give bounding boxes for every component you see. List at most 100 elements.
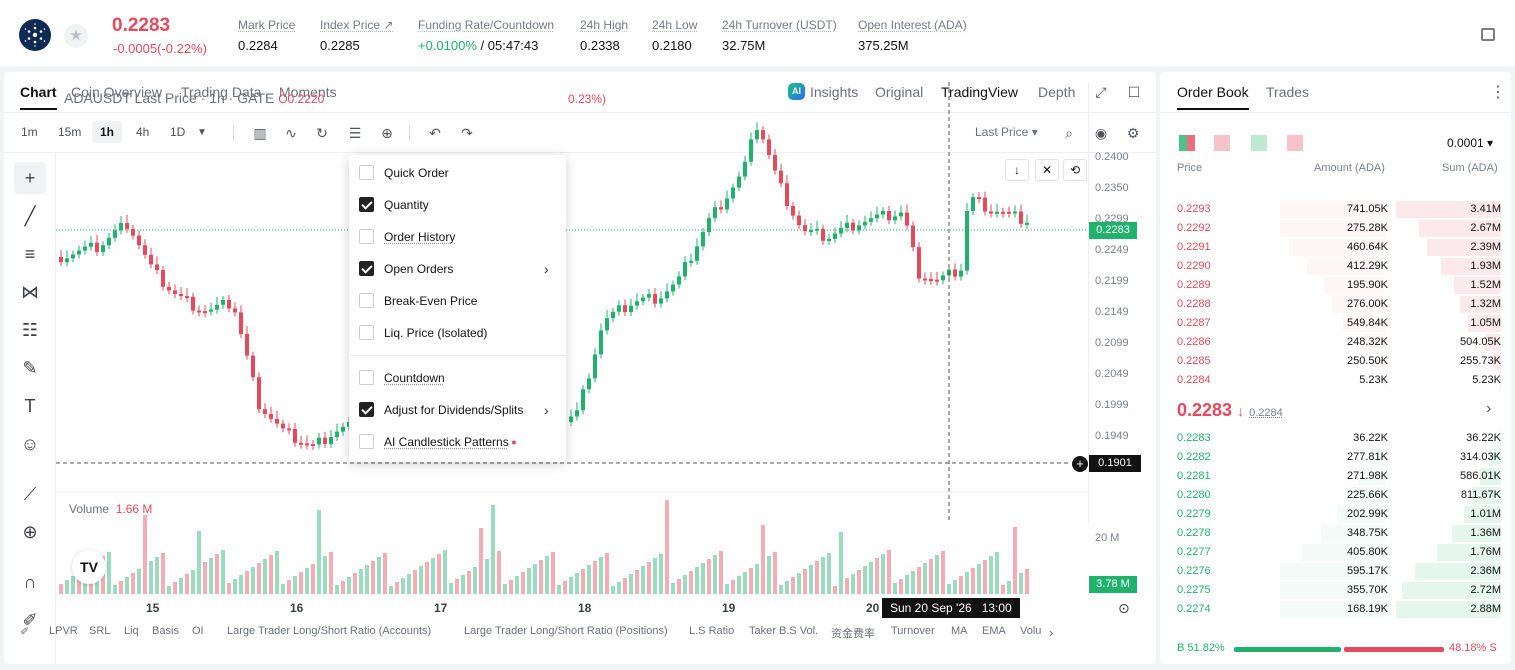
ask-row[interactable]: 0.2289 195.90K 1.52M	[1160, 276, 1511, 295]
view-both-icon[interactable]	[1179, 135, 1195, 151]
view-bids-icon[interactable]	[1251, 135, 1267, 151]
zoom-in-icon[interactable]: ⊕	[22, 522, 38, 542]
undo-icon[interactable]: ↶	[429, 125, 441, 141]
tab-trades[interactable]: Trades	[1266, 84, 1310, 100]
timeframe-15m[interactable]: 15m	[58, 125, 82, 139]
candle-type-icon[interactable]: ▥	[253, 125, 267, 141]
ask-row[interactable]: 0.2292 275.28K 2.67M	[1160, 219, 1511, 238]
checkbox[interactable]	[359, 325, 374, 341]
timeframe-1m[interactable]: 1m	[21, 125, 38, 139]
ask-row[interactable]: 0.2284 5.23K 5.23K	[1160, 371, 1511, 390]
fib-icon[interactable]: ☷	[21, 320, 39, 340]
list-icon[interactable]: ☰	[348, 125, 362, 141]
bid-row[interactable]: 0.2281 271.98K 586.01K	[1160, 467, 1511, 486]
timeframe-dropdown-icon[interactable]: ▼	[197, 127, 207, 138]
chevron-right-icon[interactable]: ›	[1486, 400, 1492, 417]
more-icon[interactable]: ⋮	[1490, 84, 1506, 101]
checkbox[interactable]	[359, 229, 374, 245]
timeframe-1d[interactable]: 1D	[170, 125, 186, 139]
bid-row[interactable]: 0.2278 348.75K 1.36M	[1160, 524, 1511, 543]
pattern-icon[interactable]: ⋈	[21, 282, 39, 302]
tab-insights[interactable]: Insights	[810, 84, 859, 100]
menu-item-adjust-dividends[interactable]: Adjust for Dividends/Splits ›	[359, 400, 556, 420]
link-icon[interactable]: ✐	[20, 626, 30, 638]
search-icon[interactable]: ⌕	[1065, 125, 1073, 141]
indicator-lsr-positions[interactable]: Large Trader Long/Short Ratio (Positions…	[464, 625, 668, 637]
checkbox[interactable]	[359, 434, 374, 450]
ask-row[interactable]: 0.2285 250.50K 255.73K	[1160, 352, 1511, 371]
menu-item-liq-price[interactable]: Liq. Price (Isolated)	[359, 323, 487, 343]
price-axis[interactable]: 0.2400 0.2350 0.2299 0.2249 0.2199 0.214…	[1088, 82, 1152, 593]
bid-row[interactable]: 0.2276 595.17K 2.36M	[1160, 562, 1511, 581]
ask-row[interactable]: 0.2288 276.00K 1.32M	[1160, 295, 1511, 314]
pencil-icon[interactable]: ✐	[22, 610, 38, 630]
bid-row[interactable]: 0.2274 168.19K 2.88M	[1160, 600, 1511, 619]
brush-icon[interactable]: ✎	[22, 358, 38, 378]
collapse-icon[interactable]: ✕	[1035, 159, 1059, 181]
bid-row[interactable]: 0.2279 202.99K 1.01M	[1160, 505, 1511, 524]
indicator-lsr-accounts[interactable]: Large Trader Long/Short Ratio (Accounts)	[227, 625, 432, 637]
redo-icon[interactable]: ↷	[461, 125, 473, 141]
bid-row[interactable]: 0.2283 36.22K 36.22K	[1160, 429, 1511, 448]
indicator-liq[interactable]: Liq	[124, 625, 139, 637]
magnet-icon[interactable]: ∩	[23, 572, 37, 592]
checkbox-checked[interactable]	[359, 402, 374, 418]
stat-index-price[interactable]: Index Price ↗ 0.2285	[320, 18, 394, 53]
timeframe-4h[interactable]: 4h	[136, 125, 150, 139]
indicator-lpvr[interactable]: LPVR	[49, 625, 78, 637]
menu-item-quick-order[interactable]: Quick Order	[359, 163, 449, 183]
checkbox-checked[interactable]	[359, 197, 374, 213]
chevron-right-icon[interactable]: ›	[1049, 625, 1054, 640]
refresh-icon[interactable]: ⟲	[1063, 159, 1087, 181]
checkbox[interactable]	[359, 293, 374, 309]
precision-select[interactable]: 0.0001 ▾	[1447, 136, 1494, 150]
ask-row[interactable]: 0.2290 412.29K 1.93M	[1160, 257, 1511, 276]
text-icon[interactable]: T	[24, 396, 36, 416]
menu-item-order-history[interactable]: Order History	[359, 227, 455, 247]
indicator-ma[interactable]: MA	[951, 625, 968, 637]
checkbox[interactable]	[359, 370, 374, 386]
ask-row[interactable]: 0.2293 741.05K 3.41M	[1160, 200, 1511, 219]
tab-coin-overview[interactable]: Coin Overview	[71, 84, 163, 100]
bid-row[interactable]: 0.2280 225.66K 811.67K	[1160, 486, 1511, 505]
tab-moments[interactable]: Moments	[279, 84, 337, 100]
tab-depth[interactable]: Depth	[1038, 84, 1076, 100]
candlestick-chart[interactable]	[56, 82, 1088, 522]
add-settings-icon[interactable]: ⊕	[381, 125, 393, 141]
gear-icon[interactable]: ⚙	[1126, 125, 1140, 141]
checkbox[interactable]	[359, 165, 374, 181]
indicator-volume[interactable]: Volu	[1020, 625, 1042, 637]
menu-item-quantity[interactable]: Quantity	[359, 195, 429, 215]
ask-row[interactable]: 0.2286 248.32K 504.05K	[1160, 333, 1511, 352]
view-asks-icon[interactable]	[1214, 135, 1230, 151]
checkbox-checked[interactable]	[359, 261, 374, 277]
view-asks-alt-icon[interactable]	[1287, 135, 1303, 151]
camera-icon[interactable]: ◉	[1094, 125, 1108, 141]
menu-item-countdown[interactable]: Countdown	[359, 368, 445, 388]
indicator-ls-ratio[interactable]: L.S Ratio	[689, 625, 735, 637]
indicators-icon[interactable]: ∿	[285, 125, 297, 141]
tab-tradingview[interactable]: TradingView	[941, 84, 1019, 100]
bid-row[interactable]: 0.2277 405.80K 1.76M	[1160, 543, 1511, 562]
tab-chart[interactable]: Chart	[20, 84, 57, 110]
horizontal-lines-icon[interactable]: ≡	[24, 244, 36, 264]
ruler-icon[interactable]: ⟋	[23, 484, 37, 504]
menu-item-open-orders[interactable]: Open Orders ›	[359, 259, 556, 279]
last-price-select[interactable]: Last Price ▾	[975, 125, 1038, 139]
tab-original[interactable]: Original	[875, 84, 924, 100]
indicator-oi[interactable]: OI	[192, 625, 204, 637]
indicator-srl[interactable]: SRL	[89, 625, 111, 637]
replay-icon[interactable]: ↻	[316, 125, 328, 141]
expand-icon[interactable]: ⤢	[1095, 84, 1107, 100]
window-icon[interactable]: ☐	[1127, 84, 1141, 100]
indicator-basis[interactable]: Basis	[152, 625, 179, 637]
tab-order-book[interactable]: Order Book	[1177, 84, 1249, 110]
emoji-icon[interactable]: ☺	[20, 434, 40, 454]
favorite-star-icon[interactable]: ★	[64, 24, 88, 48]
tab-trading-data[interactable]: Trading Data	[181, 84, 262, 100]
add-alert-icon[interactable]: +	[1071, 455, 1089, 473]
indicator-turnover[interactable]: Turnover	[891, 625, 935, 637]
indicator-funding-rate[interactable]: 资金费率	[831, 628, 875, 640]
trend-line-icon[interactable]: ╱	[24, 206, 36, 226]
menu-item-ai-patterns[interactable]: AI Candlestick Patterns ●	[359, 432, 517, 452]
